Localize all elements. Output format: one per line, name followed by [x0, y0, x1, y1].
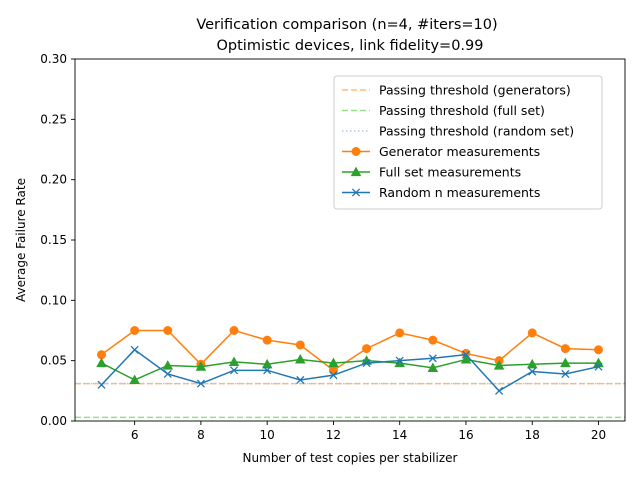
- data-point-1-12: [493, 360, 505, 370]
- data-point-2-7-stroke: [329, 371, 338, 380]
- legend-box: [333, 75, 603, 210]
- data-point-2-6: [296, 375, 305, 385]
- y-axis-label: Average Failure Rate: [14, 178, 28, 302]
- data-point-1-3: [195, 361, 207, 371]
- x-tick-label: 16: [458, 428, 473, 442]
- data-point-2-11-stroke: [461, 350, 471, 359]
- data-point-2-8-stroke: [362, 359, 371, 368]
- chart-title: Verification comparison (n=4, #iters=10): [196, 17, 497, 33]
- y-tick-label: 0.30: [40, 52, 67, 66]
- data-point-2-6-stroke: [296, 375, 305, 385]
- data-point-2-0: [97, 380, 106, 389]
- data-point-2-3-stroke: [196, 379, 205, 388]
- data-point-2-3: [196, 379, 205, 388]
- series-line-2: [100, 348, 599, 392]
- data-point-2-1-stroke: [130, 345, 139, 354]
- data-point-1-13: [526, 358, 538, 369]
- data-point-0-9: [395, 328, 405, 338]
- y-tick-label: 0.10: [40, 293, 67, 307]
- x-axis-label: Number of test copies per stabilizer: [243, 451, 458, 465]
- data-point-2-15-stroke: [594, 362, 603, 371]
- data-point-2-13-stroke: [528, 367, 537, 376]
- y-tick-label: 0.20: [40, 173, 67, 187]
- data-point-2-4: [229, 366, 239, 375]
- x-tick-label: 12: [326, 428, 341, 442]
- y-tick-label: 0.15: [40, 233, 67, 247]
- data-point-2-1: [130, 345, 139, 354]
- data-point-0-10: [428, 335, 438, 345]
- data-point-1-0: [96, 357, 107, 368]
- y-tick-label: 0.25: [40, 112, 67, 126]
- data-point-2-13: [528, 367, 537, 376]
- data-point-0-0: [97, 350, 107, 360]
- y-tick-label: 0.00: [40, 414, 67, 428]
- y-tick-label: 0.05: [40, 354, 67, 368]
- x-tick-label: 8: [197, 428, 205, 442]
- data-point-2-9: [395, 356, 404, 365]
- x-tick-label: 6: [131, 428, 139, 442]
- data-point-0-2: [163, 326, 173, 335]
- legend-marker-5-stroke: [351, 188, 361, 197]
- x-tick-label: 10: [260, 428, 275, 442]
- data-point-2-0-stroke: [97, 380, 106, 389]
- data-point-0-6: [295, 340, 305, 350]
- legend-marker-4: [350, 166, 362, 177]
- data-point-2-4-stroke: [229, 366, 239, 375]
- legend-label-4: Full set measurements: [379, 165, 521, 180]
- chart-subtitle: Optimistic devices, link fidelity=0.99: [216, 38, 483, 54]
- data-point-1-10: [427, 362, 439, 372]
- legend-label-5: Random n measurements: [379, 185, 540, 200]
- data-point-1-6: [295, 354, 306, 364]
- data-point-1-5: [261, 358, 273, 369]
- data-point-0-5: [262, 335, 272, 345]
- data-point-1-14: [560, 357, 571, 368]
- data-point-2-10: [428, 354, 437, 363]
- data-point-0-1: [130, 326, 140, 335]
- legend: Passing threshold (generators) Passing th…: [333, 75, 603, 210]
- legend-label-1: Passing threshold (full set): [379, 103, 545, 118]
- data-point-0-13: [527, 328, 537, 338]
- data-point-0-14: [560, 344, 570, 354]
- data-point-2-12: [495, 386, 504, 395]
- data-point-2-2-stroke: [163, 369, 172, 378]
- data-point-2-8: [362, 359, 371, 368]
- data-point-2-10-stroke: [428, 354, 437, 363]
- data-point-2-12-stroke: [495, 386, 504, 395]
- series-line-1: [101, 358, 599, 381]
- data-point-1-1: [129, 374, 140, 385]
- legend-marker-3: [351, 147, 361, 156]
- data-point-0-8: [362, 344, 372, 354]
- data-point-1-7: [328, 357, 339, 368]
- data-point-2-7: [329, 371, 338, 380]
- data-point-1-4: [228, 356, 240, 366]
- data-point-2-15: [594, 362, 603, 371]
- legend-label-2: Passing threshold (random set): [379, 124, 574, 139]
- data-point-1-11: [460, 354, 472, 364]
- data-point-2-2: [163, 369, 172, 378]
- x-tick-label: 14: [392, 428, 407, 442]
- data-point-2-14: [561, 369, 570, 378]
- data-point-0-4: [229, 326, 239, 335]
- data-point-1-2: [162, 360, 174, 370]
- series-line-0: [101, 329, 599, 372]
- legend-label-0: Passing threshold (generators): [379, 83, 571, 98]
- legend-label-3: Generator measurements: [379, 144, 540, 159]
- x-tick-label: 18: [525, 428, 540, 442]
- data-point-2-11: [461, 350, 471, 359]
- plot-area: 6 8 10 12 14 16 18 20 0.00 0.05 0.10 0.15 0.20 0.25 0.…: [40, 52, 626, 442]
- data-point-2-5: [263, 366, 272, 375]
- data-point-2-14-stroke: [561, 369, 570, 378]
- data-point-0-15: [593, 345, 603, 355]
- legend-marker-5: [351, 188, 361, 197]
- data-point-2-9-stroke: [395, 356, 404, 365]
- data-point-2-5-stroke: [263, 366, 272, 375]
- x-tick-label: 20: [591, 428, 606, 442]
